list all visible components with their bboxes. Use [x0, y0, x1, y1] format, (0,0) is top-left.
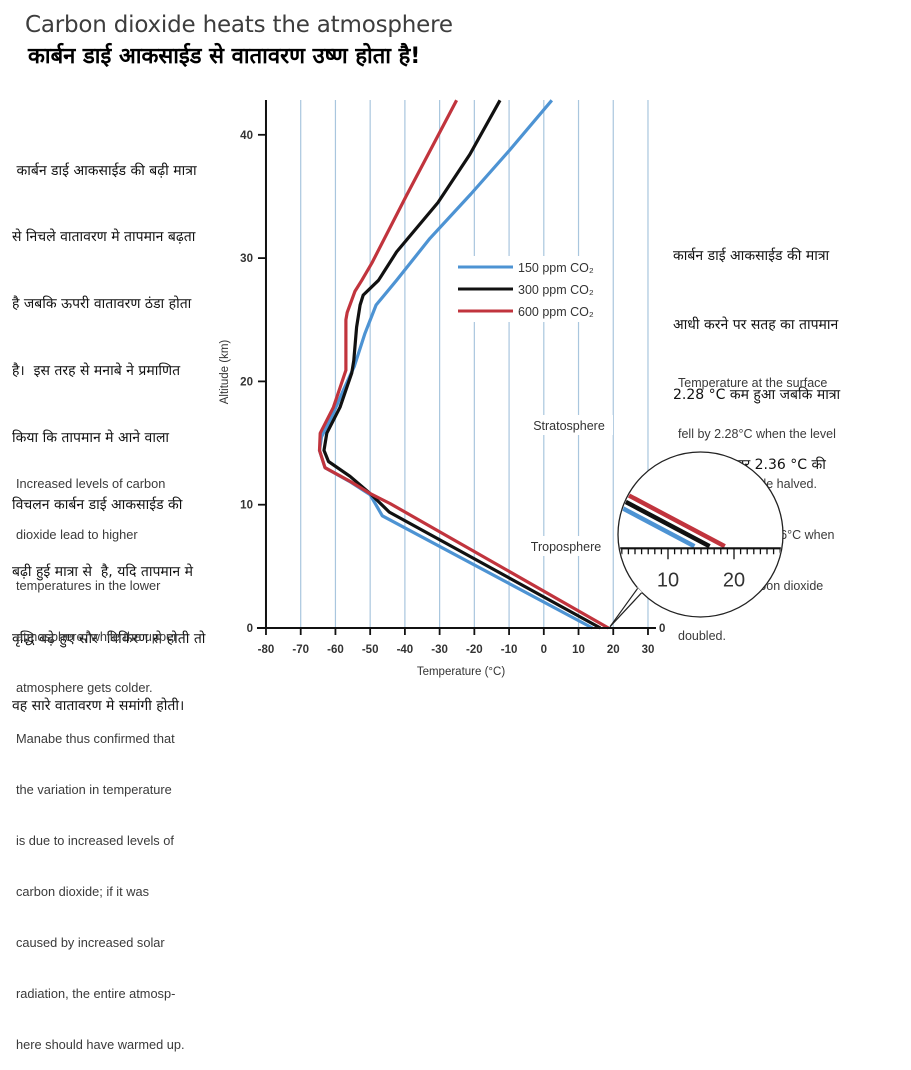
text-line: here should have warmed up. — [16, 1037, 185, 1052]
x-tick-label: -60 — [327, 644, 344, 656]
x-tick-label: -30 — [431, 644, 448, 656]
text-line: is due to increased levels of — [16, 833, 174, 848]
text-line: वह सारे वातावरण मे समांगी होती। — [12, 697, 185, 714]
y-tick-label: 20 — [240, 376, 253, 388]
text-line: वृद्धि बढ़े हुए सौर विकिरण से होती तो — [12, 630, 206, 647]
text-line: बढ़ी हुई मात्रा से है, यदि तापमान मे — [12, 563, 193, 580]
magnifier-content — [619, 475, 782, 560]
text-line: fell by 2.28°C when the level — [678, 426, 836, 441]
magnifier-tail-edge — [609, 587, 639, 628]
text-line: से निचले वातावरण मे तापमान बढ़ता — [12, 229, 196, 246]
text-line: विचलन कार्बन डाई आकसाईड की — [12, 497, 183, 514]
text-line: caused by increased solar — [16, 935, 165, 950]
text-line: Temperature at the surface — [678, 375, 828, 390]
temperature-altitude-chart: Stratosphere Troposphere 150 ppm CO₂ 300… — [219, 99, 784, 678]
text-line: dioxide lead to higher — [16, 527, 138, 542]
stratosphere-label-bg — [525, 415, 613, 435]
y-axis-title: Altitude (km) — [219, 340, 231, 405]
troposphere-label-bg — [523, 536, 609, 556]
y-tick-label: 40 — [240, 130, 253, 142]
x-axis-title: Temperature (°C) — [417, 666, 505, 678]
y-tick-label: 0 — [247, 623, 253, 635]
series-line-300ppm — [322, 99, 602, 630]
magnifier-tail-edge — [609, 592, 643, 628]
text-line: आधी करने पर सतह का तापमान — [673, 317, 839, 334]
text-line: atmosphere gets colder. — [16, 680, 153, 695]
text-line: Manabe thus confirmed that — [16, 731, 175, 746]
legend-label-600ppm: 600 ppm CO₂ — [518, 305, 594, 319]
text-line: किया कि तापमान मे आने वाला — [12, 430, 170, 447]
magnifier-inset: 10 20 — [609, 451, 784, 628]
series-lines — [317, 99, 610, 630]
title-hindi: कार्बन डाई आकसाईड से वातावरण उष्ण होता ह… — [28, 44, 421, 69]
magnified-line-600ppm — [619, 475, 726, 549]
text-line: temperatures in the lower — [16, 578, 161, 593]
y-tick-label: 30 — [240, 253, 253, 265]
magnified-line-300ppm — [619, 475, 711, 549]
text-line: है जबकि ऊपरी वातावरण ठंडा होता — [12, 296, 192, 313]
magnifier-tick-label: 20 — [723, 569, 745, 591]
series-line-600ppm — [317, 99, 610, 630]
text-line: Increased levels of carbon — [16, 476, 166, 491]
text-line: कार्बन डाई आकसाईड की मात्रा — [673, 247, 830, 264]
x-tick-label: 30 — [642, 644, 655, 656]
legend-label-150ppm: 150 ppm CO₂ — [518, 261, 594, 275]
magnifier-tick-label: 10 — [657, 569, 679, 591]
region-labels: Stratosphere Troposphere — [523, 415, 613, 556]
right-axis-zero-label: 0 — [659, 623, 665, 635]
x-tick-label: -80 — [258, 644, 275, 656]
x-tick-label: -50 — [362, 644, 379, 656]
title-english: Carbon dioxide heats the atmosphere — [25, 12, 453, 38]
right-hindi-paragraph: कार्बन डाई आकसाईड की मात्रा आधी करने पर … — [673, 198, 840, 571]
magnified-line-150ppm — [619, 475, 696, 549]
x-tick-label: -10 — [501, 644, 518, 656]
x-tick-label: -20 — [466, 644, 483, 656]
x-tick-label: 0 — [541, 644, 547, 656]
stratosphere-label: Stratosphere — [533, 419, 605, 433]
text-line: कार्बन डाई आकसाईड की बढ़ी मात्रा — [12, 162, 197, 179]
troposphere-label: Troposphere — [531, 540, 601, 554]
grid-lines — [300, 100, 649, 628]
text-line: 2.28 °C कम हुआ जबकि मात्रा — [673, 387, 841, 404]
x-tick-label: -70 — [292, 644, 309, 656]
x-tick-label: 20 — [607, 644, 620, 656]
x-tick-label: -40 — [397, 644, 414, 656]
text-line: radiation, the entire atmosp- — [16, 986, 176, 1001]
y-tick-label: 10 — [240, 500, 253, 512]
text-line: atmosphere, while the upper — [16, 629, 178, 644]
legend: 150 ppm CO₂ 300 ppm CO₂ 600 ppm CO₂ — [452, 256, 602, 322]
axes: -80 -70 -60 -50 -40 -30 -20 -10 0 10 20 30 0 10 20 30 40 — [240, 100, 656, 656]
text-line: carbon dioxide; if it was — [16, 884, 150, 899]
text-line: the variation in temperature — [16, 782, 172, 797]
magnifier-tail-fill — [610, 587, 643, 627]
text-line: doubled. — [678, 629, 726, 644]
x-tick-label: 10 — [572, 644, 585, 656]
left-hindi-paragraph: कार्बन डाई आकसाईड की बढ़ी मात्रा से निचल… — [12, 115, 205, 739]
text-line: है। इस तरह से मनाबे ने प्रमाणित — [12, 363, 181, 380]
legend-label-300ppm: 300 ppm CO₂ — [518, 283, 594, 297]
